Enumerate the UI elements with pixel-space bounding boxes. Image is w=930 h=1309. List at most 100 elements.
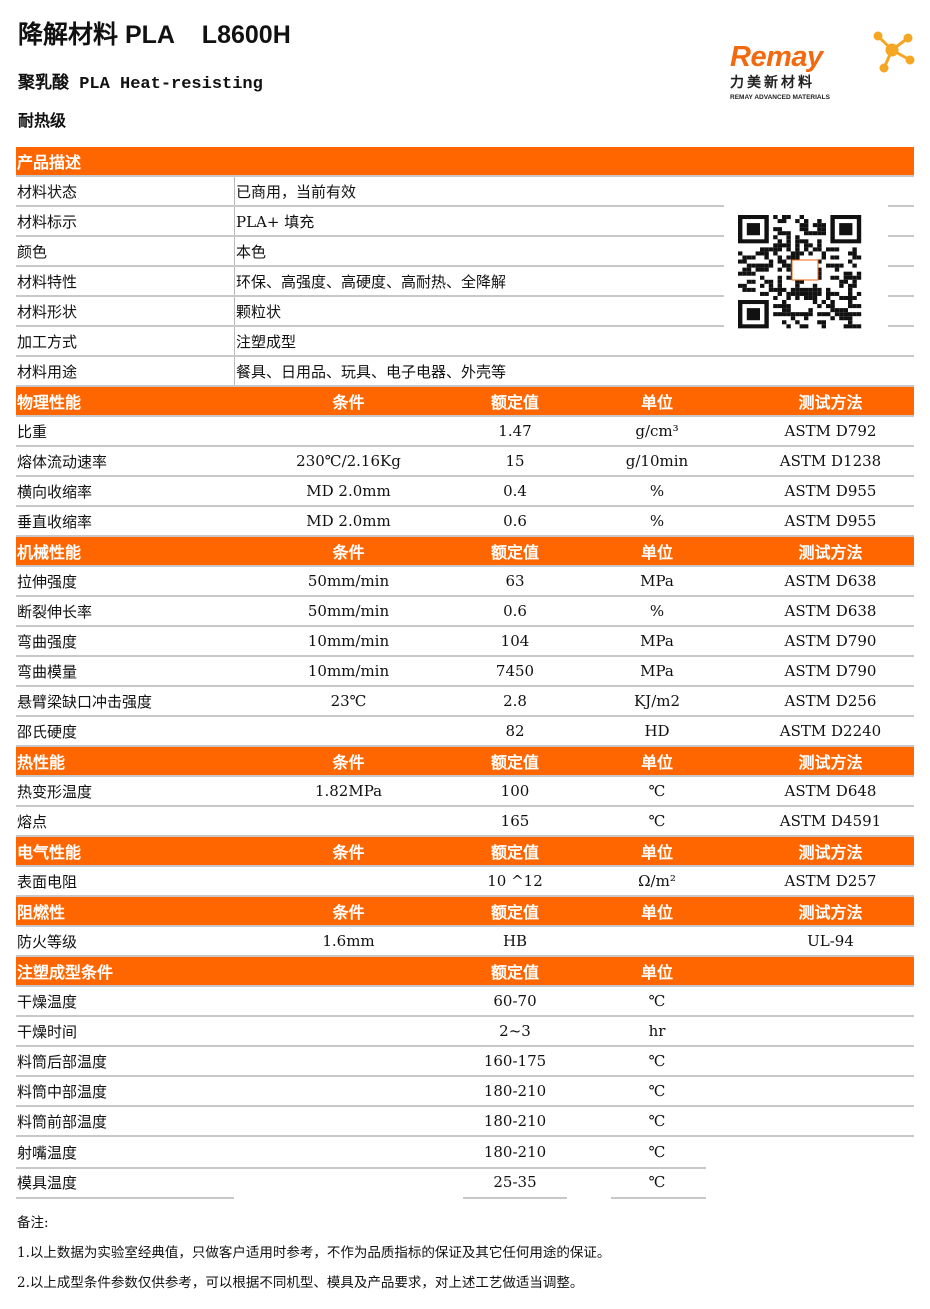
cell-value: 104 <box>500 632 530 650</box>
cell-property: 料筒中部温度 <box>17 1082 108 1101</box>
header-unit: 单位 <box>640 963 673 982</box>
cell-value: 180-210 <box>483 1143 547 1161</box>
cell-property: 悬臂梁缺口冲击强度 <box>17 692 153 711</box>
table-row: 表面电阻 10 ^12 Ω/m² ASTM D257 <box>16 867 914 897</box>
table-row: 垂直收缩率 MD 2.0mm 0.6% ASTM D955 <box>16 507 914 537</box>
logo-cn: 力美新材料 <box>730 75 815 91</box>
cell-test-method: ASTM D955 <box>784 512 877 530</box>
section-header: 物理性能 条件 额定值 单位 测试方法 <box>16 387 914 417</box>
row-value: 餐具、日用品、玩具、电子电器、外壳等 <box>234 357 914 385</box>
table-row: 横向收缩率 MD 2.0mm 0.4% ASTM D955 <box>16 477 914 507</box>
cell-unit: ℃ <box>648 782 666 800</box>
cell-property: 熔体流动速率 <box>17 452 108 471</box>
remay-logo: Remay 力美新材料 REMAY ADVANCED MATERIALS <box>722 28 918 106</box>
header-condition: 条件 <box>332 543 365 562</box>
header-condition: 条件 <box>332 753 365 772</box>
product-subtitle: 聚乳酸 PLA Heat-resisting <box>18 75 263 94</box>
cell-test-method: ASTM D256 <box>784 692 877 710</box>
cell-value: 0.6 <box>503 602 527 620</box>
description-row: 材料标示 PLA+ 填充 <box>16 207 914 237</box>
header-value: 额定值 <box>490 543 539 562</box>
header-property: 注塑成型条件 <box>17 963 114 982</box>
cell-property: 熔点 <box>17 812 48 831</box>
row-label: 材料特性 <box>17 272 78 291</box>
row-label: 材料状态 <box>17 182 78 201</box>
table-row: 拉伸强度 50mm/min 63 MPa ASTM D638 <box>16 567 914 597</box>
cell-property: 垂直收缩率 <box>17 512 93 531</box>
section-header: 阻燃性 条件 额定值 单位 测试方法 <box>16 897 914 927</box>
cell-property: 模具温度 <box>17 1173 78 1192</box>
row-value: 注塑成型 <box>234 327 914 355</box>
cell-unit: % <box>649 482 665 500</box>
table-row: 料筒后部温度 160-175 ℃ <box>16 1047 914 1077</box>
cell-unit: HD <box>644 722 670 740</box>
cell-unit: ℃ <box>648 1173 666 1191</box>
table-row: 模具温度 25-35 ℃ <box>16 1167 914 1199</box>
cell-unit: ℃ <box>648 1082 666 1100</box>
cell-condition: 10mm/min <box>307 662 390 680</box>
notes-label: 备注: <box>17 1215 49 1231</box>
table-row: 弯曲强度 10mm/min 104 MPa ASTM D790 <box>16 627 914 657</box>
cell-condition: 1.82MPa <box>314 782 383 800</box>
cell-property: 表面电阻 <box>17 872 78 891</box>
row-value: 已商用，当前有效 <box>234 177 914 205</box>
cell-property: 热变形温度 <box>17 782 93 801</box>
cell-unit: g/cm³ <box>635 422 679 440</box>
cell-unit: % <box>649 602 665 620</box>
cell-value: 60-70 <box>493 992 537 1010</box>
cell-value: 2~3 <box>499 1022 531 1040</box>
header-condition: 条件 <box>332 843 365 862</box>
divider <box>611 1197 706 1199</box>
row-label: 材料标示 <box>17 212 78 231</box>
header-condition: 条件 <box>332 393 365 412</box>
cell-condition: 50mm/min <box>307 572 390 590</box>
cell-property: 断裂伸长率 <box>17 602 93 621</box>
section-header: 注塑成型条件 额定值 单位 <box>16 957 914 987</box>
row-value: PLA+ 填充 <box>234 207 914 235</box>
qr-code[interactable] <box>724 205 888 339</box>
row-label: 加工方式 <box>17 332 78 351</box>
cell-value: HB <box>502 932 528 950</box>
product-title: 降解材料 PLA L8600H <box>18 21 291 49</box>
table-row: 料筒前部温度 180-210 ℃ <box>16 1107 914 1137</box>
row-label: 材料形状 <box>17 302 78 321</box>
cell-unit: ℃ <box>648 1112 666 1130</box>
row-label: 材料用途 <box>17 362 78 381</box>
datasheet-tables: 产品描述 材料状态 已商用，当前有效材料标示 PLA+ 填充 颜色 本色材料特性 环保、高… <box>16 147 914 1199</box>
description-row: 颜色 本色 <box>16 237 914 267</box>
cell-unit: MPa <box>640 662 674 680</box>
table-row: 干燥时间 2~3 hr <box>16 1017 914 1047</box>
cell-test-method: UL-94 <box>807 932 854 950</box>
table-row: 悬臂梁缺口冲击强度 23℃ 2.8 KJ/m2 ASTM D256 <box>16 687 914 717</box>
header-property: 物理性能 <box>17 393 82 412</box>
table-row: 断裂伸长率 50mm/min 0.6% ASTM D638 <box>16 597 914 627</box>
cell-test-method: ASTM D1238 <box>779 452 882 470</box>
header-value: 额定值 <box>490 903 539 922</box>
note-1: 1.以上数据为实验室经典值，只做客户适用时参考，不作为品质指标的保证及其它任何用… <box>17 1245 611 1261</box>
cell-unit: % <box>649 512 665 530</box>
cell-value: 10 ^12 <box>487 872 543 890</box>
row-value: 环保、高强度、高硬度、高耐热、全降解 <box>234 267 914 295</box>
cell-property: 干燥时间 <box>17 1022 78 1041</box>
notes: 备注: 1.以上数据为实验室经典值，只做客户适用时参考，不作为品质指标的保证及其… <box>17 1214 610 1304</box>
cell-unit: g/10min <box>625 452 689 470</box>
table-row: 热变形温度 1.82MPa 100 ℃ ASTM D648 <box>16 777 914 807</box>
description-row: 材料用途 餐具、日用品、玩具、电子电器、外壳等 <box>16 357 914 387</box>
section-header-description: 产品描述 <box>16 147 914 177</box>
header-unit: 单位 <box>640 543 673 562</box>
cell-value: 63 <box>505 572 525 590</box>
cell-value: 180-210 <box>483 1112 547 1130</box>
header-value: 额定值 <box>490 393 539 412</box>
header-test-method: 测试方法 <box>798 753 863 772</box>
cell-value: 15 <box>505 452 525 470</box>
cell-unit: MPa <box>640 572 674 590</box>
table-row: 弯曲模量 10mm/min 7450 MPa ASTM D790 <box>16 657 914 687</box>
cell-condition: 23℃ <box>330 692 367 710</box>
note-2: 2.以上成型条件参数仅供参考，可以根据不同机型、模具及产品要求，对上述工艺做适当… <box>17 1275 584 1291</box>
cell-condition: MD 2.0mm <box>306 512 391 530</box>
logo-en: REMAY ADVANCED MATERIALS <box>730 94 830 101</box>
section-header: 电气性能 条件 额定值 单位 测试方法 <box>16 837 914 867</box>
cell-property: 比重 <box>17 422 48 441</box>
cell-test-method: ASTM D638 <box>784 572 877 590</box>
cell-value: 2.8 <box>503 692 527 710</box>
